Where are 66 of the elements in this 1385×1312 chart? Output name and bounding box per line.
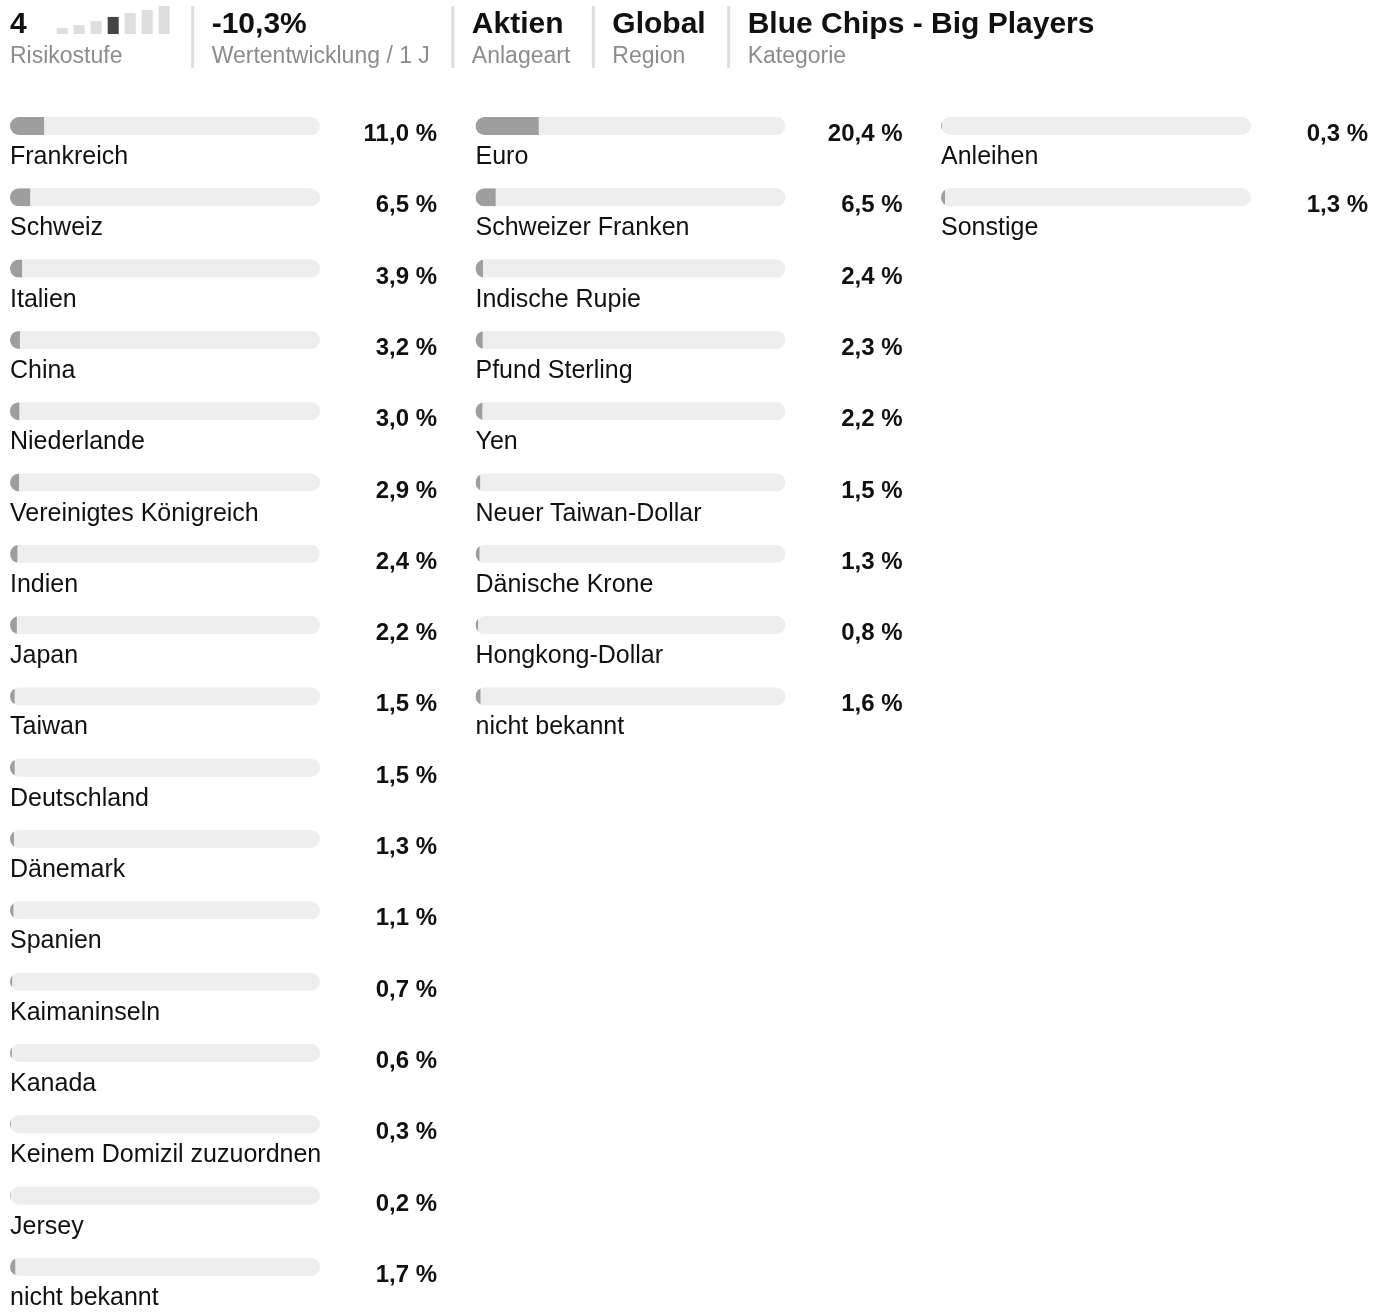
data-label: 2,2 % xyxy=(375,618,437,646)
y-tick-label: Jersey xyxy=(10,1210,85,1239)
data-label: 20,4 % xyxy=(827,119,903,146)
y-tick-label: nicht bekannt xyxy=(10,1281,159,1310)
data-label: 1,3 % xyxy=(375,832,437,859)
y-tick-label: Vereinigtes Königreich xyxy=(10,497,259,526)
y-tick-label: Japan xyxy=(10,640,79,669)
data-label: 2,4 % xyxy=(841,261,903,289)
y-tick-label: Dänische Krone xyxy=(475,568,654,597)
y-tick-label: Anleihen xyxy=(941,141,1039,169)
y-tick-label: Italien xyxy=(10,283,77,312)
y-tick-label: Kaimaninseln xyxy=(10,996,161,1025)
data-label: 0,3 % xyxy=(1306,119,1368,146)
data-label: 0,6 % xyxy=(375,1045,437,1073)
y-tick-label: Taiwan xyxy=(10,711,88,740)
text: -10,3% xyxy=(211,6,307,39)
y-tick-label: Spanien xyxy=(10,925,102,954)
y-tick-label: Schweizer Franken xyxy=(475,212,690,241)
data-label: 3,9 % xyxy=(375,261,437,289)
data-label: 2,4 % xyxy=(375,546,437,574)
y-tick-label: Yen xyxy=(475,426,518,455)
y-tick-label: Niederlande xyxy=(10,426,145,455)
text: Global xyxy=(612,6,706,39)
y-tick-label: Pfund Sterling xyxy=(475,354,633,383)
y-tick-label: Euro xyxy=(475,141,529,169)
y-tick-label: nicht bekannt xyxy=(475,711,625,740)
data-label: 2,3 % xyxy=(841,332,903,360)
data-label: 6,5 % xyxy=(841,190,903,218)
data-label: 2,9 % xyxy=(375,475,437,503)
y-tick-label: Deutschland xyxy=(10,782,149,811)
text: Wertentwicklung / 1 J xyxy=(211,42,430,68)
data-label: 1,5 % xyxy=(841,475,903,503)
y-tick-label: Neuer Taiwan-Dollar xyxy=(475,497,702,526)
data-label: 11,0 % xyxy=(363,119,437,146)
text: Kategorie xyxy=(747,42,847,68)
data-label: 1,6 % xyxy=(841,689,903,717)
text: Blue Chips - Big Players xyxy=(747,6,1095,39)
text: Anlageart xyxy=(471,42,571,68)
data-label: 1,3 % xyxy=(841,546,903,574)
data-label: 1,5 % xyxy=(375,760,437,788)
text: Region xyxy=(612,42,686,68)
y-tick-label: Sonstige xyxy=(941,212,1039,241)
data-label: 1,3 % xyxy=(1306,190,1368,218)
y-tick-label: Hongkong-Dollar xyxy=(475,640,664,669)
data-label: 0,3 % xyxy=(375,1117,437,1145)
data-label: 1,7 % xyxy=(375,1259,437,1287)
data-label: 3,2 % xyxy=(375,332,437,360)
data-label: 2,2 % xyxy=(841,404,903,432)
data-label: 1,1 % xyxy=(375,903,437,931)
y-tick-label: Dänemark xyxy=(10,854,126,882)
y-tick-label: Indische Rupie xyxy=(475,283,641,312)
y-tick-label: Kanada xyxy=(10,1067,97,1096)
y-tick-label: China xyxy=(10,354,76,383)
y-tick-label: Indien xyxy=(10,568,79,597)
data-label: 0,8 % xyxy=(841,618,903,646)
data-label: 6,5 % xyxy=(375,190,437,218)
text: 4 xyxy=(10,6,27,39)
data-label: 3,0 % xyxy=(375,404,437,432)
data-label: 0,2 % xyxy=(375,1188,437,1216)
text: Aktien xyxy=(471,6,564,39)
data-label: 0,7 % xyxy=(375,974,437,1002)
y-tick-label: Frankreich xyxy=(10,141,129,169)
data-label: 1,5 % xyxy=(375,689,437,717)
text: Risikostufe xyxy=(10,42,123,68)
y-tick-label: Schweiz xyxy=(10,212,104,241)
y-tick-label: Keinem Domizil zuzuordnen xyxy=(10,1139,322,1168)
